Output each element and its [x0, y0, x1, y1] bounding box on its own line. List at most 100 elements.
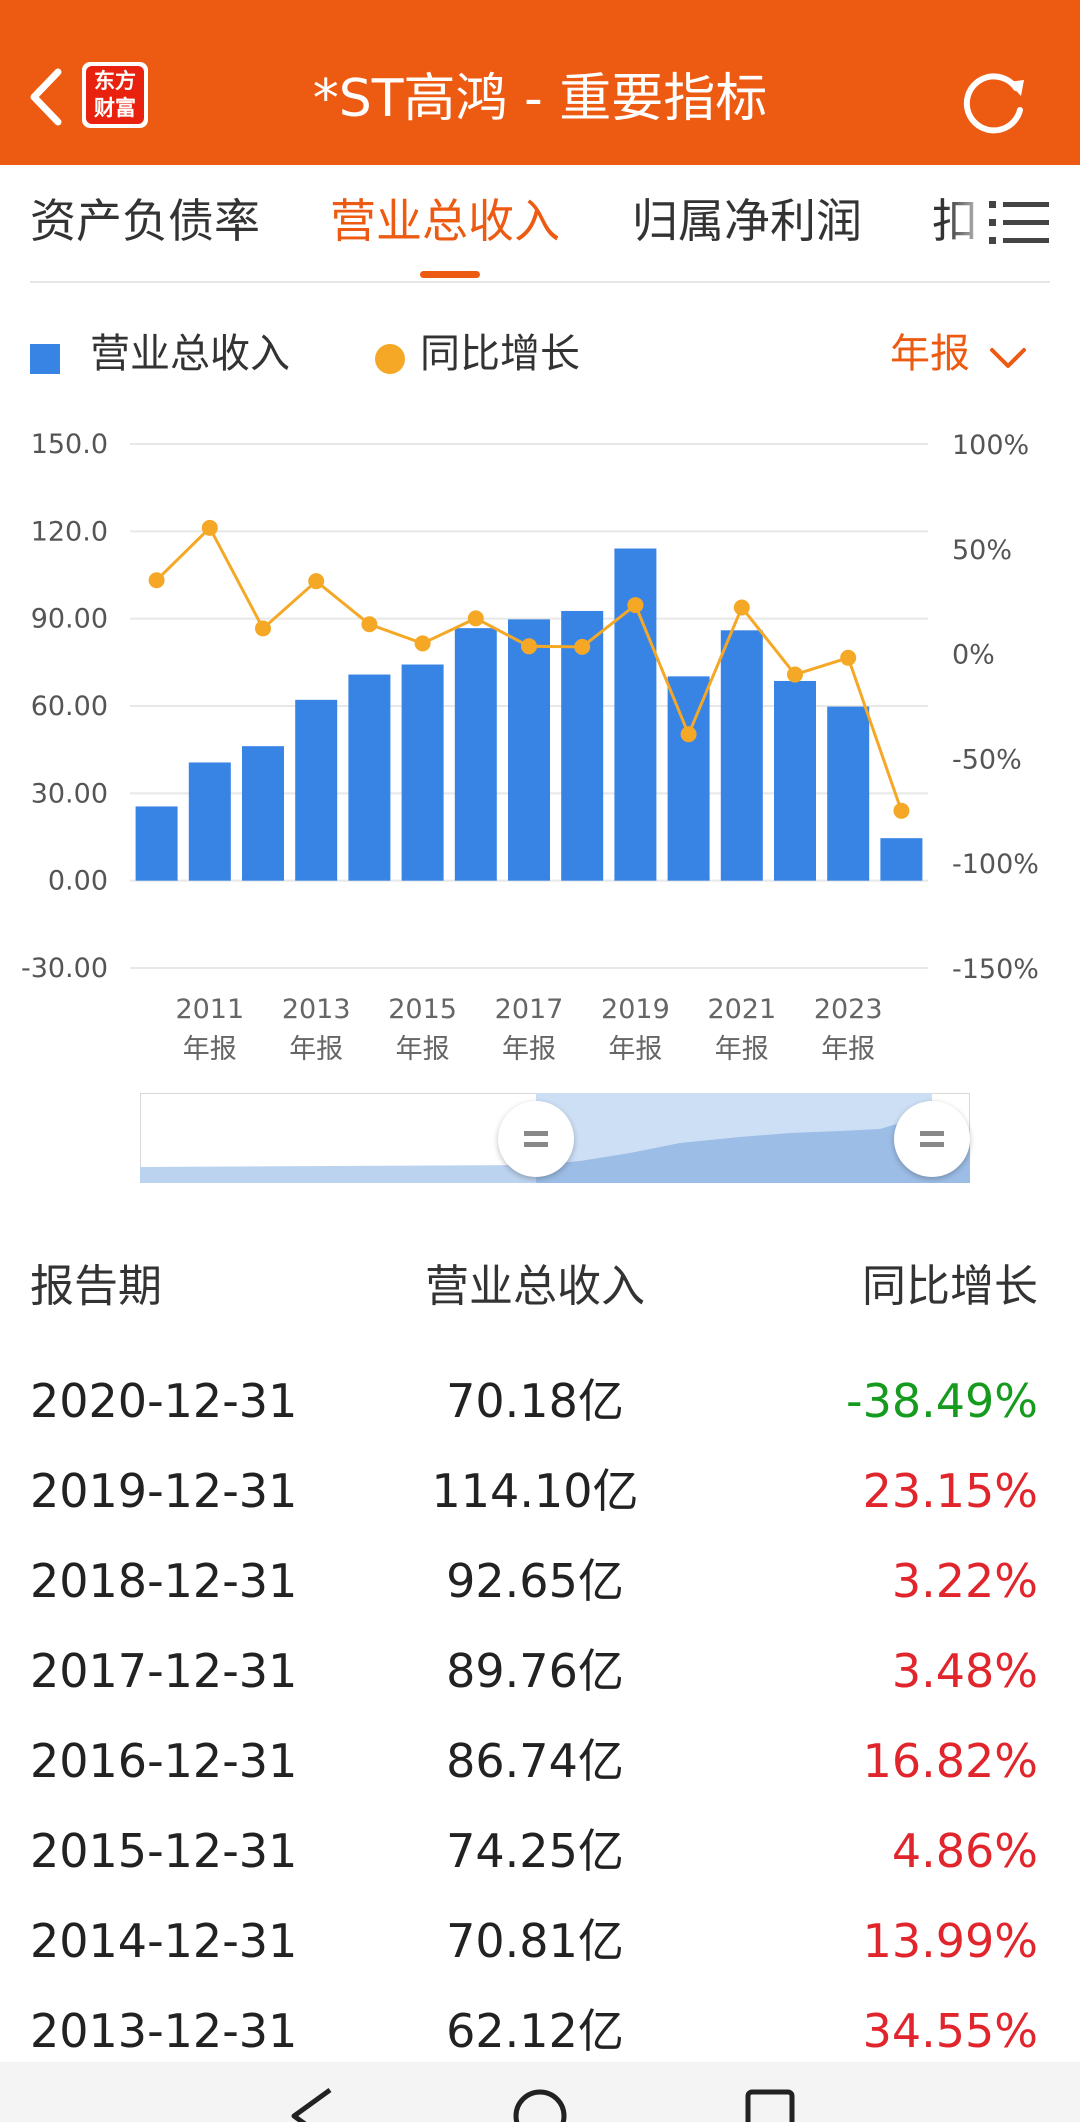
revenue-bar — [880, 838, 923, 881]
nav-recents-icon[interactable] — [740, 2086, 800, 2122]
app-logo: 东方 财富 — [82, 62, 148, 128]
yoy-point — [787, 666, 803, 683]
app-header: 东方 财富 *ST高鸿 - 重要指标 — [0, 0, 1080, 165]
tab-menu-button[interactable] — [985, 195, 1053, 251]
y-left-tick-label: 120.0 — [31, 516, 108, 547]
nav-home-icon[interactable] — [510, 2086, 570, 2122]
x-tick-label: 2019 — [601, 994, 670, 1025]
back-arrow-icon — [30, 68, 62, 126]
x-tick-suffix: 年报 — [396, 1034, 450, 1065]
legend-bar-swatch — [30, 344, 60, 374]
y-left-tick-label: 0.00 — [48, 866, 108, 897]
y-right-tick-label: 50% — [952, 535, 1012, 566]
revenue-chart-svg: 150.0 120.0 90.00 60.00 30.00 0.00 -30.00 100% 5… — [21, 429, 1039, 1065]
x-tick-suffix: 年报 — [715, 1034, 769, 1065]
tab-divider — [30, 281, 1050, 283]
table-row[interactable]: 2016-12-31 86.74亿 16.82% — [0, 1716, 1080, 1806]
cell-revenue: 114.10亿 — [431, 1464, 639, 1518]
cell-yoy: 16.82% — [862, 1734, 1038, 1788]
y-left-tick-label: 150.0 — [31, 429, 108, 460]
y-left-tick-label: 90.00 — [31, 604, 108, 635]
y-right-tick-label: 100% — [952, 430, 1029, 461]
table-row[interactable]: 2020-12-31 70.18亿 -38.49% — [0, 1356, 1080, 1446]
nav-back-icon[interactable] — [280, 2086, 340, 2122]
drag-handle-icon — [524, 1131, 548, 1147]
yoy-point — [148, 572, 165, 589]
x-tick-label: 2021 — [707, 994, 776, 1025]
range-slider[interactable] — [139, 1092, 971, 1184]
refresh-icon — [963, 73, 1024, 134]
cell-revenue: 89.76亿 — [446, 1644, 624, 1698]
cell-yoy: -38.49% — [846, 1374, 1038, 1428]
y-right-tick-label: -100% — [952, 849, 1039, 880]
cell-yoy: 13.99% — [862, 1914, 1038, 1968]
yoy-point — [308, 573, 325, 590]
chevron-down-icon[interactable] — [988, 342, 1028, 372]
app-logo-mark: 东方 财富 — [86, 66, 144, 124]
system-nav-bar — [0, 2062, 1080, 2122]
y-left-tick-label: 30.00 — [31, 778, 108, 809]
x-tick-label: 2011 — [175, 994, 244, 1025]
tab-total-revenue[interactable]: 营业总收入 — [330, 194, 560, 248]
refresh-button[interactable] — [958, 64, 1032, 138]
revenue-bar — [827, 706, 870, 881]
logo-text-line1: 东方 — [94, 69, 136, 93]
table-row[interactable]: 2017-12-31 89.76亿 3.48% — [0, 1626, 1080, 1716]
range-handle-right[interactable] — [894, 1101, 970, 1177]
page-title: *ST高鸿 - 重要指标 — [312, 69, 768, 129]
col-header-period: 报告期 — [30, 1261, 162, 1312]
revenue-bar — [454, 628, 497, 881]
revenue-bar — [135, 806, 178, 881]
yoy-point — [467, 610, 484, 627]
legend-bar-label: 营业总收入 — [90, 331, 290, 377]
indicator-tabs: 资产负债率 营业总收入 归属净利润 扣 — [0, 165, 1080, 283]
tab-net-profit[interactable]: 归属净利润 — [632, 194, 862, 248]
range-handle-left[interactable] — [498, 1101, 574, 1177]
cell-yoy: 3.22% — [891, 1554, 1038, 1608]
partially-hidden-row — [0, 1332, 1080, 1342]
x-tick-suffix: 年报 — [183, 1034, 237, 1065]
cell-period: 2016-12-31 — [30, 1734, 298, 1788]
x-tick-suffix: 年报 — [502, 1034, 556, 1065]
revenue-bar — [242, 746, 284, 881]
table-header: 报告期 营业总收入 同比增长 — [0, 1255, 1080, 1325]
table-row[interactable]: 2018-12-31 92.65亿 3.22% — [0, 1536, 1080, 1626]
table-row[interactable]: 2013-12-31 62.12亿 34.55% — [0, 1986, 1080, 2076]
yoy-point — [840, 649, 857, 666]
x-tick-label: 2023 — [814, 994, 883, 1025]
revenue-bar — [774, 680, 816, 881]
cell-yoy: 3.48% — [891, 1644, 1038, 1698]
cell-period: 2018-12-31 — [30, 1554, 298, 1608]
yoy-point — [521, 638, 537, 655]
revenue-bar — [508, 619, 550, 881]
yoy-point — [627, 597, 644, 614]
y-right-tick-label: 0% — [952, 640, 995, 671]
yoy-point — [574, 638, 591, 655]
cell-revenue: 74.25亿 — [446, 1824, 624, 1878]
x-tick-suffix: 年报 — [821, 1034, 875, 1065]
table-row[interactable]: 2015-12-31 74.25亿 4.86% — [0, 1806, 1080, 1896]
x-tick-suffix: 年报 — [289, 1034, 343, 1065]
revenue-bar — [561, 610, 604, 881]
table-row[interactable]: 2014-12-31 70.81亿 13.99% — [0, 1896, 1080, 1986]
y-left-tick-label: -30.00 — [21, 953, 108, 984]
x-tick-label: 2017 — [495, 994, 564, 1025]
y-right-tick-label: -150% — [952, 954, 1039, 985]
back-button[interactable] — [22, 62, 72, 132]
chart-legend: 营业总收入 同比增长 年报 — [0, 320, 1080, 384]
revenue-bar — [720, 630, 763, 881]
cell-yoy: 23.15% — [862, 1464, 1038, 1518]
cell-period: 2013-12-31 — [30, 2004, 298, 2058]
yoy-point — [893, 802, 910, 819]
cell-period: 2015-12-31 — [30, 1824, 298, 1878]
legend-line-swatch — [375, 344, 405, 374]
cell-period: 2014-12-31 — [30, 1914, 298, 1968]
tab-debt-ratio[interactable]: 资产负债率 — [30, 194, 260, 248]
cell-revenue: 70.18亿 — [446, 1374, 624, 1428]
x-tick-label: 2013 — [282, 994, 351, 1025]
table-row[interactable]: 2019-12-31 114.10亿 23.15% — [0, 1446, 1080, 1536]
revenue-bar — [401, 664, 444, 881]
period-selector[interactable]: 年报 — [890, 331, 970, 377]
revenue-chart: 150.0 120.0 90.00 60.00 30.00 0.00 -30.00 100% 5… — [0, 400, 1080, 1100]
cell-revenue: 92.65亿 — [446, 1554, 624, 1608]
